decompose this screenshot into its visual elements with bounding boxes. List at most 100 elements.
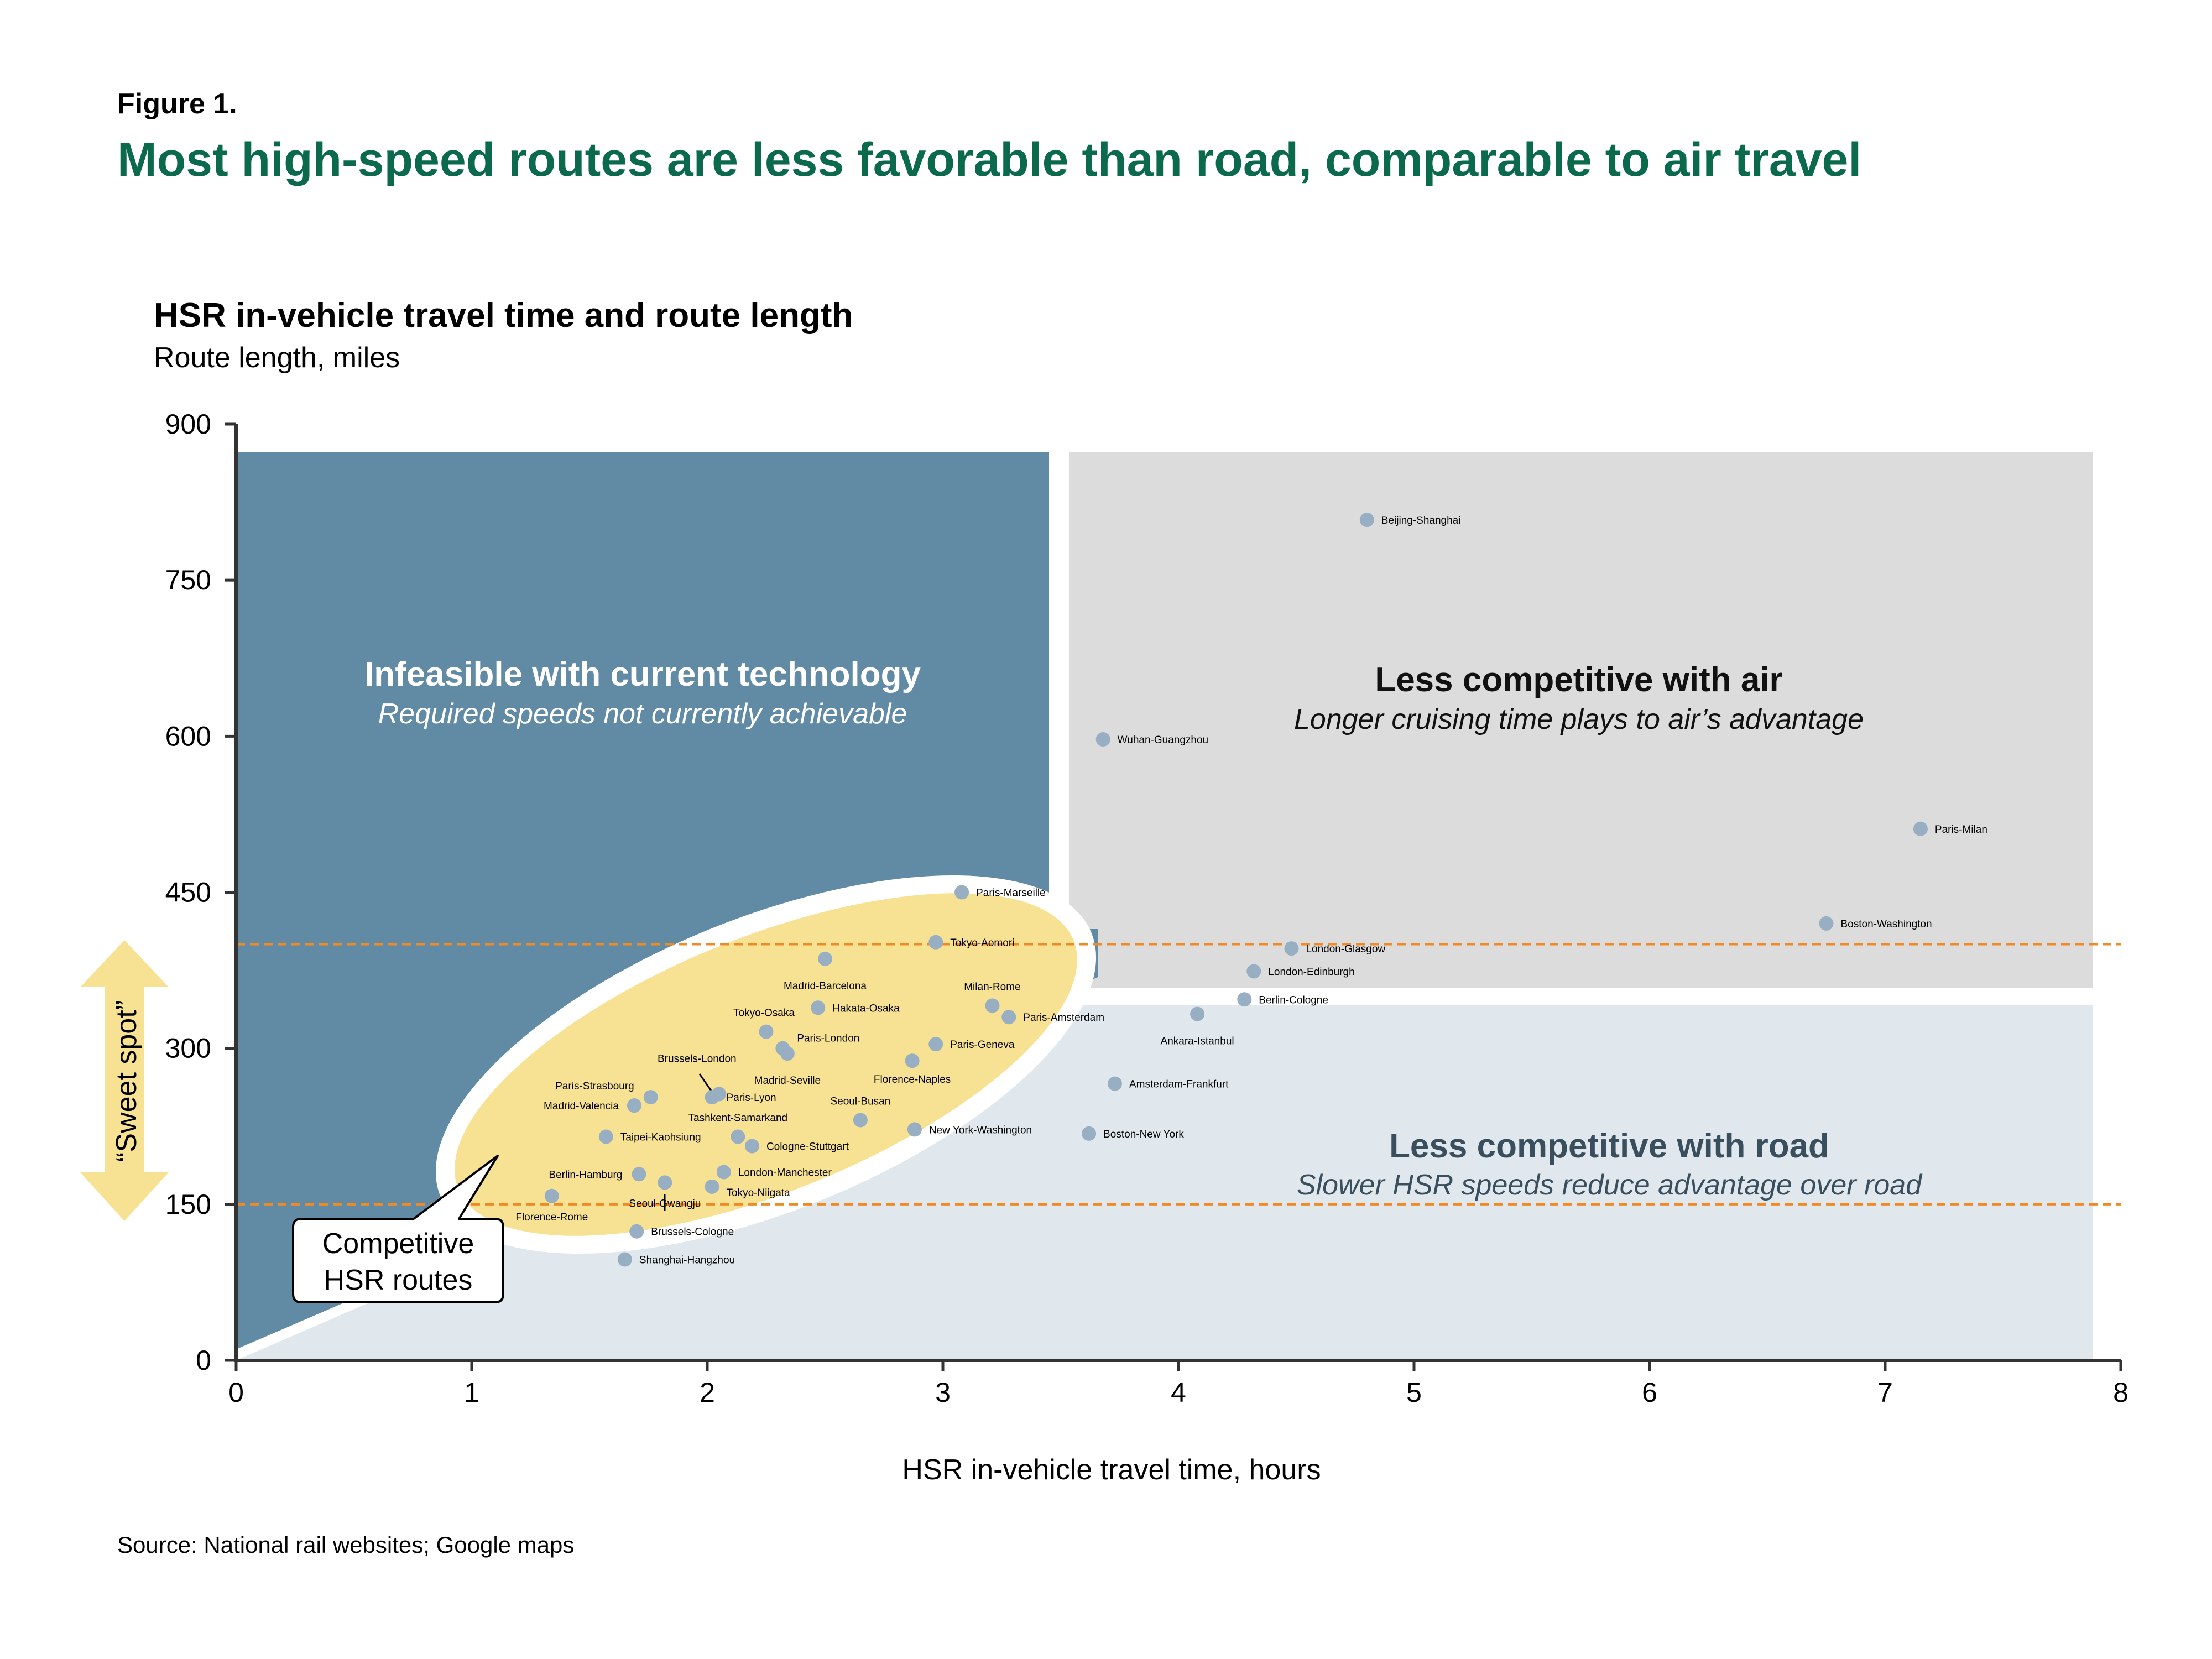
point-cologne-stuttgart bbox=[744, 1139, 759, 1154]
point-tokyo-osaka bbox=[759, 1024, 774, 1039]
point-label-madrid-valencia: Madrid-Valencia bbox=[544, 1100, 619, 1112]
x-tick-label: 6 bbox=[1642, 1377, 1657, 1408]
point-madrid-barcelona bbox=[818, 951, 832, 966]
point-label-london-manchester: London-Manchester bbox=[738, 1167, 832, 1179]
point-label-wuhan-guangzhou: Wuhan-Guangzhou bbox=[1118, 734, 1208, 746]
point-boston-new-york bbox=[1082, 1126, 1097, 1141]
point-brussels-cologne bbox=[629, 1224, 644, 1239]
point-florence-rome bbox=[544, 1188, 559, 1203]
point-label-paris-amsterdam: Paris-Amsterdam bbox=[1023, 1012, 1104, 1024]
point-new-york-washington bbox=[907, 1122, 922, 1137]
point-label-tokyo-aomori: Tokyo-Aomori bbox=[950, 937, 1014, 949]
y-axis-ticks: 0 150 300 450 600 750 900 bbox=[165, 409, 236, 1376]
point-label-berlin-cologne: Berlin-Cologne bbox=[1259, 994, 1328, 1006]
x-tick-label: 2 bbox=[700, 1377, 715, 1408]
point-label-madrid-barcelona: Madrid-Barcelona bbox=[784, 980, 867, 992]
point-label-amsterdam-frankfurt: Amsterdam-Frankfurt bbox=[1129, 1079, 1229, 1091]
point-berlin-hamburg bbox=[632, 1167, 646, 1182]
point-label-florence-rome: Florence-Rome bbox=[515, 1212, 588, 1223]
point-berlin-cologne bbox=[1237, 992, 1252, 1007]
air-zone-title: Less competitive with air bbox=[1375, 661, 1782, 699]
point-label-seoul-busan: Seoul-Busan bbox=[831, 1095, 891, 1107]
point-label-brussels-cologne: Brussels-Cologne bbox=[651, 1227, 734, 1238]
x-tick-label: 4 bbox=[1171, 1377, 1186, 1408]
point-wuhan-guangzhou bbox=[1095, 732, 1110, 747]
point-label-madrid-seville: Madrid-Seville bbox=[754, 1075, 821, 1087]
point-london-glasgow bbox=[1284, 941, 1299, 956]
y-tick-label: 150 bbox=[165, 1189, 211, 1220]
point-label-florence-naples: Florence-Naples bbox=[874, 1074, 951, 1086]
point-ankara-istanbul bbox=[1190, 1006, 1205, 1021]
x-tick-label: 7 bbox=[1877, 1377, 1893, 1408]
point-label-boston-washington: Boston-Washington bbox=[1841, 919, 1932, 930]
point-paris-marseille bbox=[954, 885, 969, 900]
point-london-edinburgh bbox=[1246, 964, 1261, 979]
sweet-spot-label: “Sweet spot” bbox=[111, 1000, 143, 1162]
point-label-boston-new-york: Boston-New York bbox=[1103, 1129, 1184, 1140]
x-tick-label: 0 bbox=[228, 1377, 244, 1408]
air-zone bbox=[1069, 452, 2093, 988]
callout-line-1: Competitive bbox=[322, 1228, 474, 1260]
point-beijing-shanghai bbox=[1359, 513, 1374, 528]
infeasible-zone-title: Infeasible with current technology bbox=[364, 655, 921, 693]
sweet-spot-arrow bbox=[80, 940, 169, 1221]
point-label-hakata-osaka: Hakata-Osaka bbox=[832, 1003, 900, 1014]
point-label-paris-marseille: Paris-Marseille bbox=[976, 888, 1046, 899]
point-london-manchester bbox=[716, 1165, 731, 1180]
figure-label: Figure 1. bbox=[117, 88, 237, 120]
point-seoul-gwangju bbox=[658, 1175, 672, 1190]
point-paris-geneva bbox=[928, 1037, 943, 1052]
y-tick-label: 300 bbox=[165, 1033, 211, 1064]
point-paris-amsterdam bbox=[1001, 1010, 1016, 1025]
point-label-berlin-hamburg: Berlin-Hamburg bbox=[549, 1169, 622, 1181]
point-label-paris-geneva: Paris-Geneva bbox=[950, 1039, 1015, 1051]
data-points: Beijing-Shanghai Wuhan-Guangzhou Paris-Mil… bbox=[515, 513, 1987, 1267]
point-label-cologne-stuttgart: Cologne-Stuttgart bbox=[766, 1141, 849, 1152]
road-zone bbox=[236, 1002, 2093, 1360]
point-tashkent-samarkand bbox=[731, 1129, 745, 1144]
point-label-beijing-shanghai: Beijing-Shanghai bbox=[1381, 515, 1461, 526]
point-label-ankara-istanbul: Ankara-Istanbul bbox=[1161, 1036, 1234, 1047]
point-taipei-kaohsiung bbox=[598, 1129, 613, 1144]
y-tick-label: 0 bbox=[196, 1345, 211, 1376]
point-label-paris-strasbourg: Paris-Strasbourg bbox=[555, 1081, 634, 1092]
point-madrid-seville bbox=[780, 1046, 795, 1061]
sweet-spot-ellipse bbox=[455, 893, 1077, 1236]
point-paris-milan bbox=[1913, 821, 1928, 836]
x-tick-label: 3 bbox=[935, 1377, 951, 1408]
point-amsterdam-frankfurt bbox=[1107, 1076, 1122, 1091]
point-label-paris-london: Paris-London bbox=[797, 1033, 859, 1045]
point-label-milan-rome: Milan-Rome bbox=[964, 982, 1020, 993]
point-tokyo-aomori bbox=[928, 935, 943, 950]
chart-subtitle: Route length, miles bbox=[154, 342, 400, 374]
x-axis-ticks: 0 1 2 3 4 5 6 7 8 bbox=[228, 1360, 2128, 1408]
road-zone-subtitle: Slower HSR speeds reduce advantage over … bbox=[1297, 1169, 1923, 1201]
point-label-paris-lyon: Paris-Lyon bbox=[727, 1092, 776, 1104]
point-tokyo-niigata bbox=[705, 1179, 719, 1194]
point-label-tokyo-niigata: Tokyo-Niigata bbox=[727, 1187, 791, 1199]
figure-title: Most high-speed routes are less favorabl… bbox=[117, 133, 1862, 186]
point-label-shanghai-hangzhou: Shanghai-Hangzhou bbox=[639, 1255, 735, 1266]
point-label-seoul-gwangju: Seoul-Gwangju bbox=[629, 1198, 701, 1209]
y-tick-label: 900 bbox=[165, 409, 211, 440]
x-tick-label: 8 bbox=[2113, 1377, 2128, 1408]
chart-title: HSR in-vehicle travel time and route len… bbox=[154, 296, 853, 335]
y-tick-label: 750 bbox=[165, 565, 211, 596]
x-tick-label: 5 bbox=[1406, 1377, 1422, 1408]
point-shanghai-hangzhou bbox=[617, 1252, 632, 1267]
point-label-london-glasgow: London-Glasgow bbox=[1306, 943, 1385, 955]
callout-line-2: HSR routes bbox=[324, 1264, 473, 1296]
y-tick-label: 600 bbox=[165, 721, 211, 752]
point-milan-rome bbox=[985, 998, 1000, 1013]
point-madrid-valencia bbox=[627, 1098, 641, 1113]
x-axis-title: HSR in-vehicle travel time, hours bbox=[902, 1454, 1321, 1486]
point-paris-lyon bbox=[705, 1090, 719, 1105]
point-hakata-osaka bbox=[811, 1000, 826, 1015]
threshold-lines bbox=[236, 943, 2121, 1206]
point-label-tokyo-osaka: Tokyo-Osaka bbox=[733, 1008, 795, 1019]
point-label-new-york-washington: New York-Washington bbox=[929, 1124, 1032, 1136]
point-florence-naples bbox=[905, 1053, 920, 1068]
point-label-paris-milan: Paris-Milan bbox=[1935, 824, 1987, 836]
x-tick-label: 1 bbox=[464, 1377, 479, 1408]
